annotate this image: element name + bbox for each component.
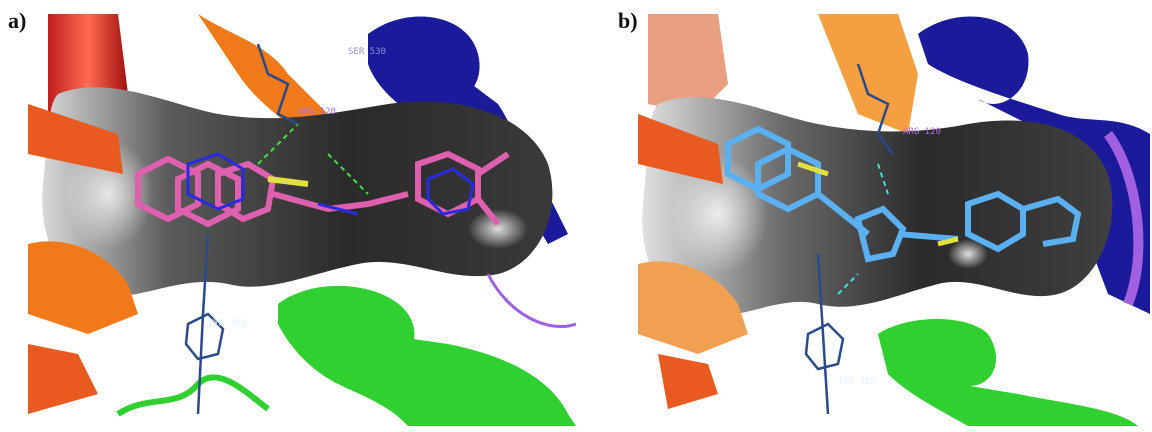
orange-strand-left-2 (638, 261, 748, 354)
purple-coil (486, 273, 576, 329)
yellow-bond (267, 176, 309, 187)
protein-surface (642, 97, 1113, 317)
tyr-residue (184, 233, 225, 415)
orange-strand-left (28, 104, 123, 174)
arg-residue (856, 63, 894, 155)
orange-helix-top (818, 14, 918, 134)
panel-b-docking-image: ARG 120 TYR 355 (638, 14, 1150, 426)
panel-b-label: b) (618, 8, 638, 33)
protein-surface (42, 87, 553, 297)
panel-a-docking-image: ARG 120 TYR 355 SER 530 (28, 14, 576, 426)
tyr-residue (804, 253, 845, 415)
orange-strand-left-3 (658, 354, 718, 409)
orange-helix-top (198, 14, 328, 144)
surface-highlight (468, 209, 528, 249)
hbond-dashes (837, 163, 889, 295)
arg-residue (256, 43, 299, 126)
panel-a-render: ARG 120 TYR 355 SER 530 (28, 14, 576, 426)
surface-highlight (948, 239, 988, 269)
orange-strand-left-3 (28, 344, 98, 414)
surface-highlight (63, 139, 153, 249)
green-coil (116, 374, 270, 417)
panel-a-label: a) (8, 8, 27, 33)
orange-strand-left (638, 114, 723, 184)
purple-coil (1103, 131, 1144, 306)
panel-b-render: ARG 120 TYR 355 (638, 14, 1150, 426)
pink-ligand (135, 150, 510, 228)
green-helix (878, 319, 1138, 426)
hbond-dashes (257, 123, 369, 195)
residue-label-arg120: ARG 120 (298, 107, 336, 117)
residue-label-tyr355: TYR 355 (208, 319, 246, 329)
blue-ligand-overlay (186, 152, 475, 216)
green-helix (278, 285, 576, 426)
residue-label-ser530: SER 530 (348, 47, 386, 57)
blue-ligand (725, 125, 1082, 263)
residue-label-tyr355: TYR 355 (838, 377, 876, 387)
orange-strand-left-2 (28, 241, 138, 334)
red-surface-top (648, 14, 728, 114)
yellow-bond (797, 161, 959, 247)
residue-label-arg120: ARG 120 (903, 127, 941, 137)
